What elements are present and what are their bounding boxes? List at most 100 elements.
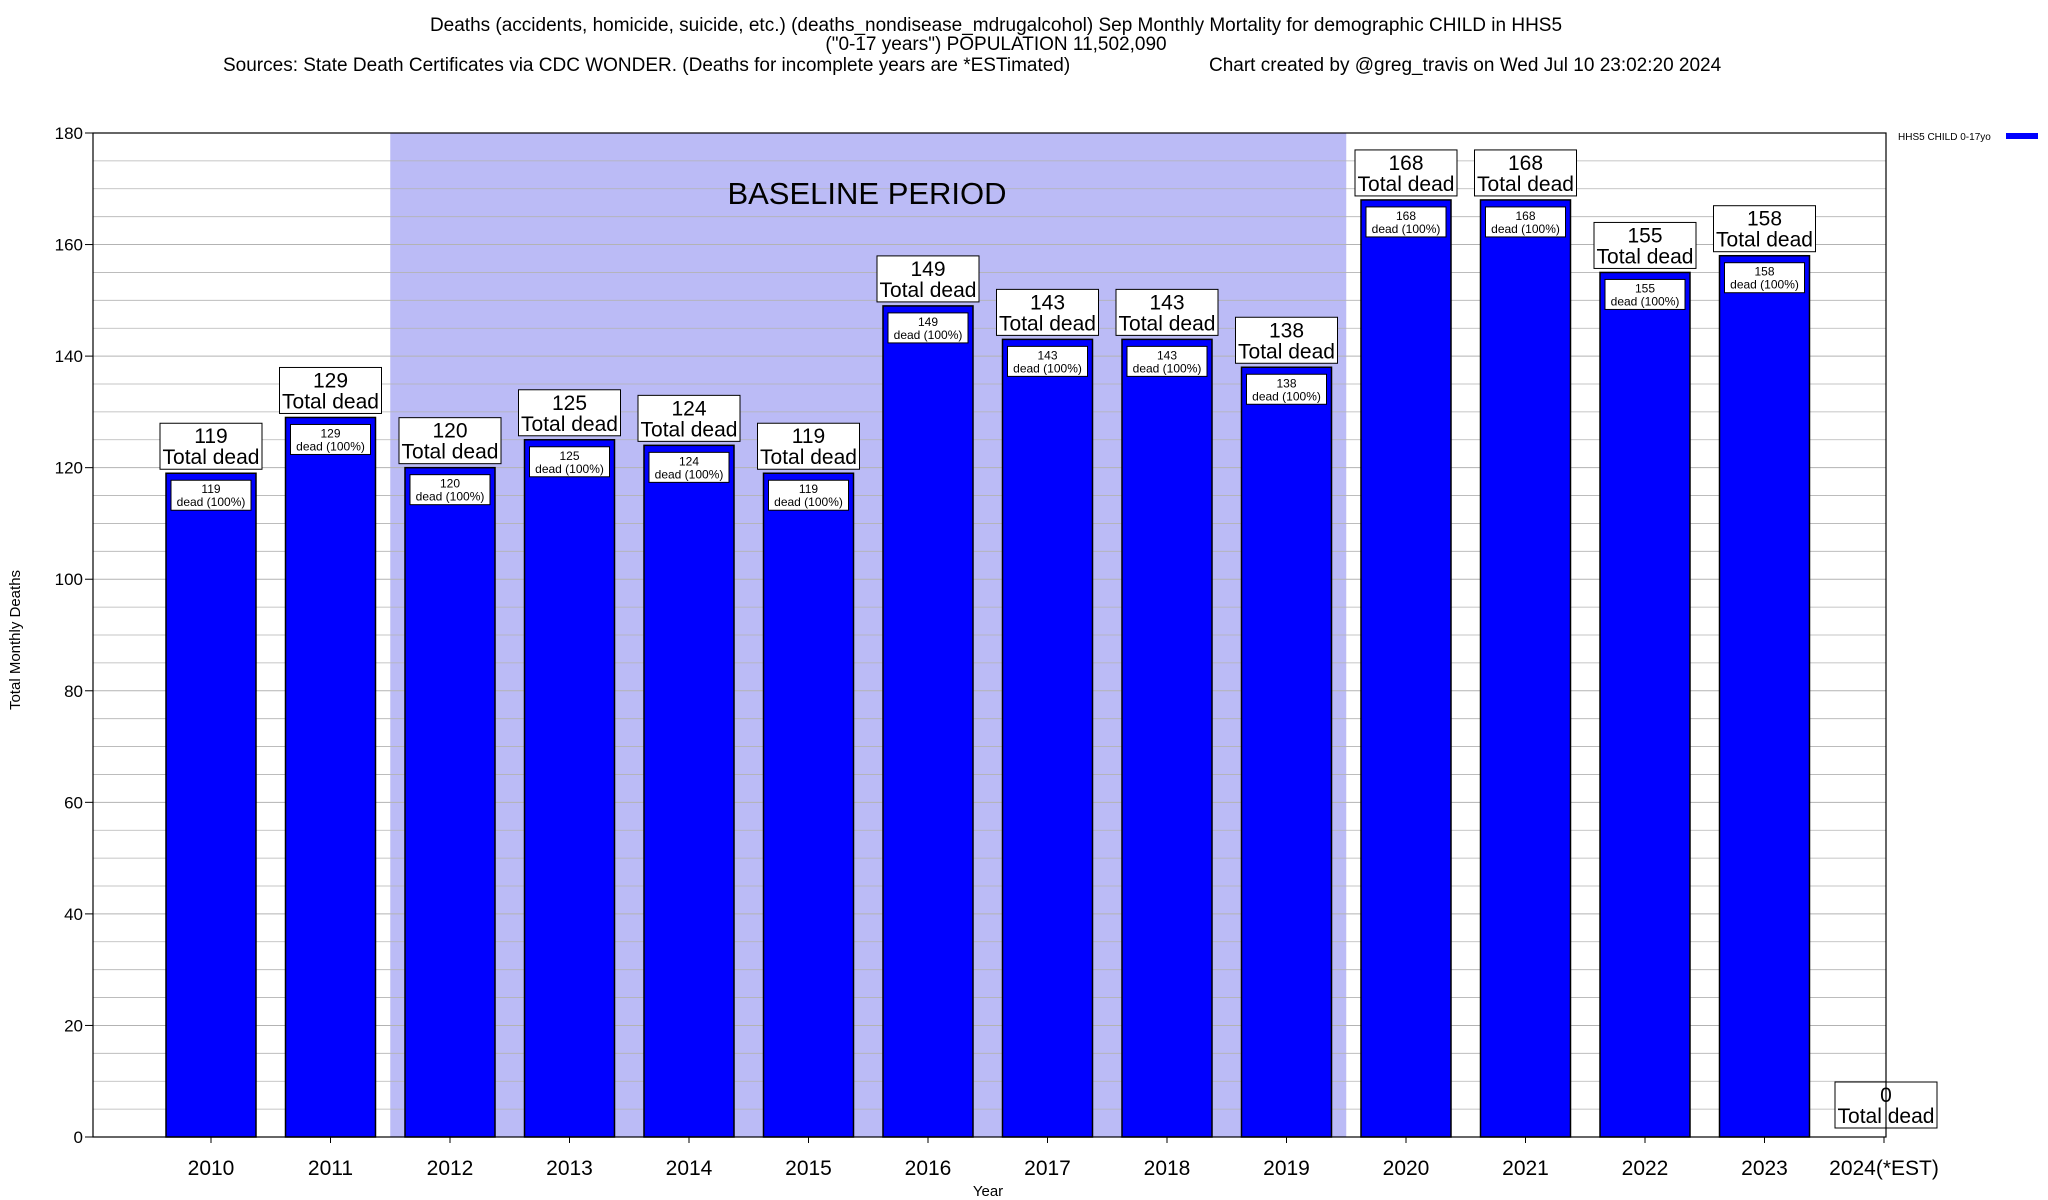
total-label-box [1474, 149, 1577, 197]
chart-title-line1: Deaths (accidents, homicide, suicide, et… [430, 15, 1562, 36]
x-tick-label: 2015 [785, 1157, 832, 1180]
inner-label-value: 168 [1515, 209, 1535, 223]
inner-label-box [768, 479, 849, 511]
inner-label-box [409, 474, 491, 506]
y-tick-label: 120 [55, 459, 83, 478]
total-label-word: Total dead [1716, 229, 1813, 252]
y-tick-label: 140 [55, 347, 83, 366]
bar-2020 [1360, 199, 1452, 1138]
inner-label-percent: dead (100%) [1611, 294, 1680, 308]
inner-label-percent: dead (100%) [1730, 278, 1799, 292]
x-tick-label: 2021 [1502, 1157, 1549, 1180]
bar-2023 [1718, 254, 1811, 1138]
bar-2022 [1599, 271, 1691, 1138]
inner-label-value: 168 [1396, 209, 1416, 223]
total-label-word: Total dead [1119, 312, 1216, 335]
bar-2019 [1240, 366, 1333, 1138]
inner-label-box [170, 479, 252, 511]
x-tick-label: 2019 [1263, 1157, 1310, 1180]
inner-label-box [1485, 206, 1566, 238]
y-tick-label: 20 [64, 1016, 83, 1035]
total-label-word: Total dead [1597, 245, 1694, 268]
x-tick-label: 2022 [1622, 1157, 1669, 1180]
bar-2012 [404, 466, 496, 1138]
total-label-value: 119 [194, 425, 227, 448]
plot-frame [92, 132, 1887, 1138]
inner-label-value: 149 [918, 315, 938, 329]
total-label-value: 119 [792, 425, 825, 448]
x-tick-label: 2023 [1741, 1157, 1788, 1180]
x-tick-label: 2014 [666, 1157, 713, 1180]
chart-sources-text: Sources: State Death Certificates via CD… [223, 55, 1070, 76]
inner-label-percent: dead (100%) [416, 490, 485, 504]
inner-label-value: 119 [799, 482, 818, 496]
inner-label-box [1126, 345, 1208, 377]
total-label-value: 149 [910, 258, 945, 281]
inner-label-percent: dead (100%) [177, 495, 246, 509]
total-label-box [398, 417, 502, 465]
y-tick-label: 0 [74, 1128, 83, 1147]
bar-2021 [1479, 199, 1572, 1138]
total-label-value: 124 [671, 397, 706, 420]
total-label-word: Total dead [1358, 173, 1455, 196]
bar-2015 [762, 472, 855, 1138]
total-label-box [279, 366, 382, 414]
total-label-box [518, 389, 621, 437]
inner-label-value: 158 [1754, 265, 1774, 279]
total-label-value: 143 [1030, 291, 1065, 314]
baseline-period-label: BASELINE PERIOD [727, 176, 1006, 211]
total-label-word: Total dead [880, 279, 977, 302]
inner-label-value: 143 [1157, 348, 1177, 362]
total-label-box [757, 422, 860, 470]
inner-label-box [1007, 345, 1088, 377]
inner-label-value: 120 [440, 477, 460, 491]
y-tick-label: 100 [55, 570, 83, 589]
total-label-value: 138 [1269, 319, 1304, 342]
total-label-word: Total dead [1477, 173, 1574, 196]
inner-label-value: 119 [201, 482, 220, 496]
x-axis-title: Year [973, 1183, 1003, 1200]
chart-title-line2: ("0-17 years") POPULATION 11,502,090 [825, 34, 1166, 55]
inner-label-percent: dead (100%) [655, 467, 724, 481]
total-label-value: 129 [313, 369, 348, 392]
inner-label-box [1604, 278, 1686, 310]
inner-label-value: 138 [1276, 376, 1296, 390]
total-label-box [1593, 221, 1697, 269]
chart-credit-text: Chart created by @greg_travis on Wed Jul… [1209, 55, 1722, 76]
legend-label: HHS5 CHILD 0-17yo [1898, 132, 1991, 143]
total-label-box [876, 255, 980, 303]
x-tick-label: 2024(*EST) [1829, 1157, 1939, 1180]
inner-label-value: 155 [1635, 281, 1655, 295]
x-tick-label: 2013 [546, 1157, 593, 1180]
total-label-word: Total dead [760, 446, 857, 469]
inner-label-box [1246, 373, 1327, 405]
total-label-word: Total dead [999, 312, 1096, 335]
total-label-word: Total dead [402, 441, 499, 464]
total-label-box [1354, 149, 1458, 197]
inner-label-percent: dead (100%) [1491, 222, 1560, 236]
inner-label-percent: dead (100%) [1372, 222, 1441, 236]
inner-label-box [290, 423, 371, 455]
total-label-value: 158 [1747, 208, 1782, 231]
bar-2014 [643, 444, 735, 1138]
bar-2013 [523, 439, 616, 1138]
x-tick-label: 2010 [188, 1157, 235, 1180]
inner-label-percent: dead (100%) [894, 328, 963, 342]
y-tick-label: 160 [55, 236, 83, 255]
bar-2011 [284, 416, 377, 1138]
total-label-word: Total dead [641, 418, 738, 441]
legend-swatch [2006, 133, 2038, 139]
inner-label-value: 125 [559, 449, 579, 463]
total-label-box [1235, 316, 1338, 364]
y-axis-title: Total Monthly Deaths [7, 570, 24, 710]
x-tick-label: 2012 [427, 1157, 474, 1180]
y-tick-label: 40 [64, 905, 83, 924]
x-tick-label: 2016 [905, 1157, 952, 1180]
total-label-value: 143 [1149, 291, 1184, 314]
y-tick-label: 60 [64, 793, 83, 812]
inner-label-box [648, 451, 730, 483]
inner-label-percent: dead (100%) [296, 439, 365, 453]
inner-label-percent: dead (100%) [535, 462, 604, 476]
total-label-box [1713, 205, 1816, 253]
